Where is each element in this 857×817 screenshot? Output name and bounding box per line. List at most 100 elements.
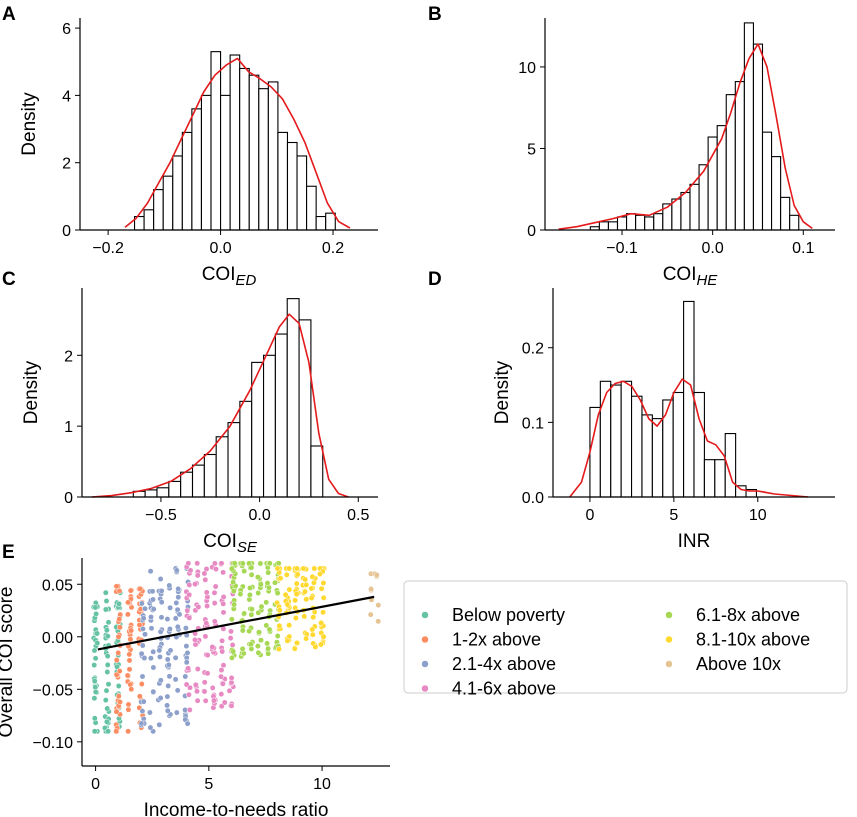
scatter-point	[294, 639, 300, 646]
scatter-point	[202, 576, 209, 583]
histogram-bar	[286, 298, 300, 498]
scatter-point	[231, 601, 238, 608]
histogram-bar	[752, 43, 764, 231]
scatter-point	[186, 706, 193, 713]
y-axis-label: Overall COI score	[0, 587, 17, 738]
histogram-bar	[200, 94, 212, 231]
scatter-point	[103, 598, 110, 604]
kde-curve	[91, 313, 349, 498]
scatter-point	[203, 620, 210, 627]
x-tick-label: 0	[585, 507, 594, 524]
histogram-bar	[631, 395, 643, 498]
y-axis-label: Density	[21, 360, 42, 424]
scatter-point	[104, 669, 111, 675]
scatter-point	[203, 589, 210, 596]
scatter-point	[248, 641, 254, 648]
histogram-bar	[734, 81, 745, 231]
scatter-point	[274, 633, 281, 639]
scatter-point	[104, 661, 111, 668]
scatter-point	[138, 720, 145, 727]
scatter-point	[211, 589, 218, 596]
kde-curve	[558, 43, 813, 230]
scatter-point	[218, 691, 225, 698]
scatter-point	[226, 687, 233, 694]
histogram-bar	[707, 136, 718, 231]
scatter-point	[246, 591, 253, 598]
scatter-point	[187, 684, 193, 691]
scatter-point	[292, 597, 299, 604]
scatter-point	[201, 688, 208, 695]
scatter-point	[104, 633, 111, 640]
scatter-point	[136, 621, 143, 628]
legend-box	[403, 580, 848, 694]
scatter-point	[308, 595, 315, 601]
scatter-point	[211, 560, 218, 567]
scatter-point	[293, 580, 300, 587]
histogram-bars	[133, 51, 336, 231]
panel-letter-d: D	[428, 269, 442, 290]
scatter-point	[303, 596, 310, 603]
histogram-bar	[607, 221, 619, 231]
histogram-bar	[191, 464, 205, 498]
scatter-point	[91, 695, 98, 702]
scatter-point	[211, 618, 218, 625]
histogram-bar	[144, 489, 158, 498]
scatter-point	[91, 647, 98, 654]
histogram-bar	[789, 214, 800, 231]
scatter-point	[164, 707, 171, 714]
scatter-point	[92, 688, 99, 695]
x-tick-label: 0.2	[322, 240, 344, 257]
scatter-point	[229, 642, 236, 648]
scatter-point	[202, 697, 209, 704]
scatter-point	[116, 668, 123, 675]
panel-e-legend: Below poverty 1-2x above 2.1-4x above 4.1-6…	[403, 580, 848, 699]
scatter-point	[185, 691, 192, 698]
scatter-point	[228, 565, 235, 572]
scatter-point	[91, 715, 98, 722]
scatter-point	[241, 568, 248, 575]
scatter-point	[211, 697, 217, 704]
histogram-bar	[780, 196, 791, 231]
scatter-point	[219, 648, 226, 655]
scatter-point	[156, 647, 163, 654]
scatter-point	[126, 651, 133, 658]
scatter-point	[248, 611, 255, 618]
scatter-point	[94, 640, 101, 647]
histogram-bar	[274, 333, 288, 498]
scatter-point	[128, 686, 135, 693]
scatter-point	[113, 728, 120, 735]
scatter-point	[126, 666, 133, 673]
histogram-bar	[599, 380, 612, 498]
legend-marker	[421, 660, 429, 668]
histogram-bar	[229, 54, 241, 231]
histogram-bar	[153, 189, 164, 231]
x-tick-label: 0.0	[248, 507, 270, 524]
scatter-point	[175, 594, 182, 601]
scatter-point	[105, 681, 112, 688]
scatter-point	[139, 625, 146, 632]
scatter-point	[220, 662, 227, 669]
histogram-bar	[180, 471, 194, 498]
scatter-point	[164, 616, 171, 623]
scatter-point	[184, 720, 191, 727]
y-tick-label: 0.05	[42, 577, 73, 594]
scatter-point	[148, 625, 155, 632]
scatter-point	[219, 637, 226, 644]
scatter-point	[103, 687, 110, 694]
scatter-point	[139, 673, 146, 680]
scatter-point	[128, 627, 135, 634]
scatter-point	[375, 618, 382, 625]
scatter-point	[103, 718, 110, 725]
panel-d-histogram: 0 5 10 0.0 0.1 0.2 INR Density	[492, 288, 835, 552]
panel-letter-a: A	[2, 4, 16, 25]
scatter-point	[125, 701, 132, 708]
x-axis-label: COIHE	[663, 264, 719, 289]
histogram-bars	[132, 298, 324, 498]
scatter-point	[139, 642, 146, 649]
scatter-point	[183, 643, 190, 650]
scatter-point	[172, 654, 179, 661]
scatter-point	[204, 652, 211, 659]
scatter-point	[92, 604, 99, 611]
scatter-point	[166, 582, 173, 589]
